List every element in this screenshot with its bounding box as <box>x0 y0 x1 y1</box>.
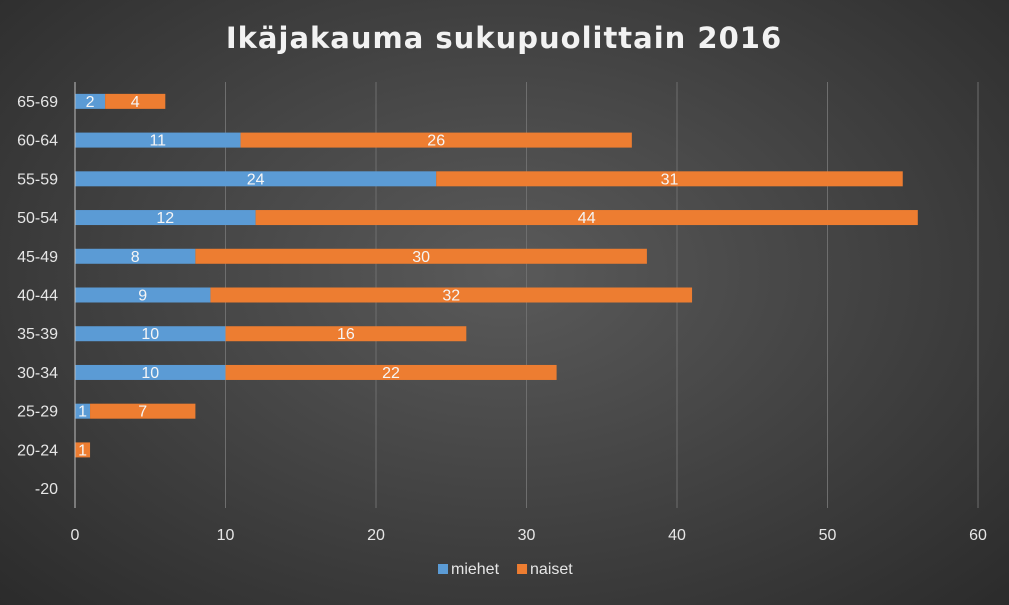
y-tick-label: 45-49 <box>17 249 58 266</box>
y-tick-label: 55-59 <box>17 171 58 188</box>
data-label: 4 <box>131 94 140 111</box>
data-label: 8 <box>131 249 140 266</box>
bar-miehet <box>75 326 226 342</box>
y-tick-label: 40-44 <box>17 288 58 305</box>
data-label: 10 <box>141 365 159 382</box>
x-tick-label: 0 <box>71 527 80 544</box>
y-tick-label: 25-29 <box>17 404 58 421</box>
legend-label-miehet: miehet <box>451 561 500 578</box>
bar-miehet <box>75 248 196 264</box>
bar-naiset <box>225 364 557 380</box>
bar-naiset <box>240 132 632 148</box>
y-tick-label: 65-69 <box>17 94 58 111</box>
data-label: 30 <box>412 249 430 266</box>
data-label: 32 <box>442 288 460 305</box>
data-label: 11 <box>149 133 166 150</box>
x-tick-label: 40 <box>668 527 686 544</box>
bar-miehet <box>75 171 437 187</box>
x-tick-label: 10 <box>217 527 235 544</box>
data-label: 16 <box>337 326 355 343</box>
y-tick-label: 50-54 <box>17 210 58 227</box>
bar-miehet <box>75 93 106 109</box>
data-label: 1 <box>78 404 87 421</box>
bar-miehet <box>75 364 226 380</box>
bar-miehet <box>75 132 241 148</box>
x-tick-label: 30 <box>518 527 536 544</box>
bar-naiset <box>90 403 196 419</box>
bar-miehet <box>75 210 256 226</box>
data-label: 12 <box>156 210 174 227</box>
data-label: 1 <box>78 442 87 459</box>
bar-naiset <box>436 171 903 187</box>
bar-naiset <box>255 210 918 226</box>
legend: miehet naiset <box>438 561 573 578</box>
data-label: 26 <box>427 133 445 150</box>
data-label: 22 <box>382 365 400 382</box>
y-tick-label: -20 <box>35 481 58 498</box>
data-label: 9 <box>138 288 147 305</box>
bar-naiset <box>225 326 467 342</box>
x-tick-label: 60 <box>969 527 987 544</box>
bar-naiset <box>195 248 647 264</box>
y-tick-label: 35-39 <box>17 326 58 343</box>
bar-naiset <box>105 93 166 109</box>
axes: 0 10 20 30 40 50 60 65-69 60-64 55-59 50-54 45-49 40… <box>17 82 987 544</box>
data-label: 7 <box>138 404 147 421</box>
data-label: 31 <box>661 171 679 188</box>
legend-swatch-miehet <box>438 564 448 574</box>
bar-naiset <box>75 442 91 458</box>
data-label: 2 <box>86 94 95 111</box>
chart-title: Ikäjakauma sukupuolittain 2016 <box>226 21 782 55</box>
legend-label-naiset: naiset <box>530 561 573 578</box>
data-label: 24 <box>247 171 265 188</box>
x-tick-label: 20 <box>367 527 385 544</box>
bar-miehet <box>75 403 91 419</box>
data-label: 44 <box>578 210 596 227</box>
y-tick-label: 30-34 <box>17 365 58 382</box>
bar-miehet <box>75 287 211 303</box>
bars <box>75 93 918 458</box>
y-tick-label: 20-24 <box>17 442 58 459</box>
bar-naiset <box>210 287 693 303</box>
data-label: 10 <box>141 326 159 343</box>
y-tick-label: 60-64 <box>17 133 58 150</box>
x-tick-label: 50 <box>819 527 837 544</box>
legend-swatch-naiset <box>517 564 528 574</box>
